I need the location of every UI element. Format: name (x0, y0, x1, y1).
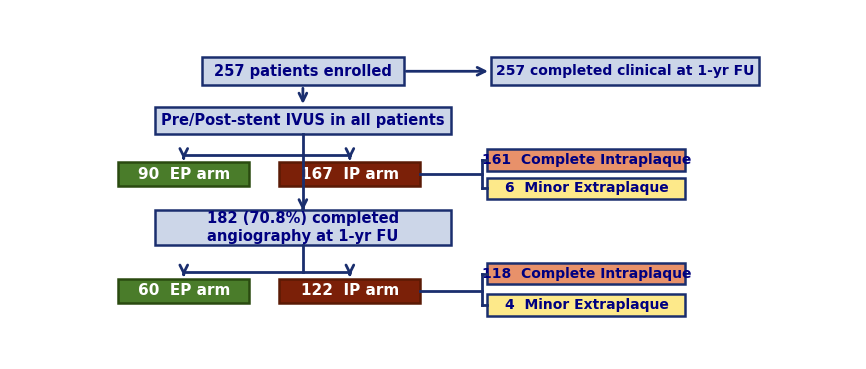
FancyBboxPatch shape (203, 57, 404, 86)
FancyBboxPatch shape (488, 294, 685, 315)
Text: 257 completed clinical at 1-yr FU: 257 completed clinical at 1-yr FU (496, 64, 754, 78)
Text: 167  IP arm: 167 IP arm (301, 167, 399, 182)
FancyBboxPatch shape (280, 162, 420, 186)
FancyBboxPatch shape (488, 149, 685, 171)
Text: 118  Complete Intraplaque: 118 Complete Intraplaque (481, 267, 691, 281)
FancyBboxPatch shape (491, 57, 759, 86)
Text: 90  EP arm: 90 EP arm (138, 167, 229, 182)
FancyBboxPatch shape (119, 279, 249, 303)
Text: 6  Minor Extraplaque: 6 Minor Extraplaque (505, 182, 669, 196)
Text: 182 (70.8%) completed
angiography at 1-yr FU: 182 (70.8%) completed angiography at 1-y… (207, 211, 399, 244)
FancyBboxPatch shape (280, 279, 420, 303)
Text: 257 patients enrolled: 257 patients enrolled (214, 64, 391, 79)
FancyBboxPatch shape (488, 178, 685, 199)
Text: 4  Minor Extraplaque: 4 Minor Extraplaque (505, 298, 669, 312)
FancyBboxPatch shape (155, 107, 450, 134)
Text: 122  IP arm: 122 IP arm (301, 283, 399, 298)
FancyBboxPatch shape (488, 263, 685, 284)
FancyBboxPatch shape (155, 210, 450, 245)
Text: Pre/Post-stent IVUS in all patients: Pre/Post-stent IVUS in all patients (161, 113, 445, 128)
FancyBboxPatch shape (119, 162, 249, 186)
Text: 161  Complete Intraplaque: 161 Complete Intraplaque (481, 153, 691, 167)
Text: 60  EP arm: 60 EP arm (138, 283, 230, 298)
